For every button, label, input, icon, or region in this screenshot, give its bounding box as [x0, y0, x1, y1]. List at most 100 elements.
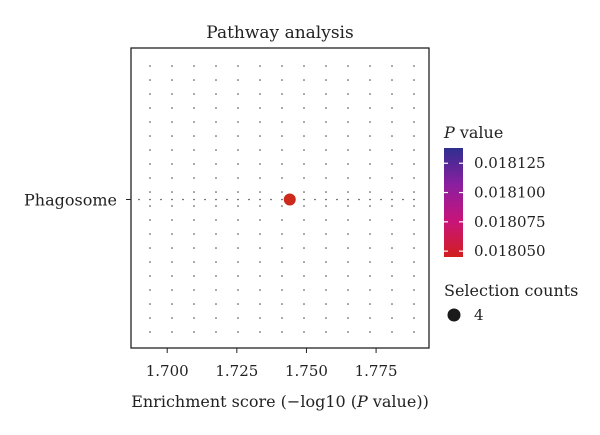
grid-dot: [193, 233, 195, 235]
grid-dot: [281, 177, 283, 179]
grid-dot: [259, 121, 261, 123]
grid-dot: [325, 205, 327, 207]
grid-dot: [149, 65, 151, 67]
grid-dot: [171, 331, 173, 333]
colorbar-tick-label: 0.018100: [474, 184, 546, 202]
grid-dot: [391, 233, 393, 235]
grid-dot: [237, 177, 239, 179]
grid-dot: [303, 149, 305, 151]
grid-dot: [281, 135, 283, 137]
grid-dot: [171, 107, 173, 109]
grid-dot: [369, 198, 371, 201]
grid-dot: [171, 233, 173, 235]
pvalue-legend-title: P value: [443, 123, 503, 142]
x-axis-label: Enrichment score (−log10 (P value)): [131, 392, 429, 411]
grid-dot: [149, 93, 151, 95]
grid-dot: [369, 79, 371, 81]
grid-dot: [171, 135, 173, 137]
grid-dot: [215, 205, 217, 207]
grid-dot: [237, 331, 239, 333]
grid-dot: [281, 93, 283, 95]
grid-dot: [325, 233, 327, 235]
grid-dot: [171, 303, 173, 305]
grid-dot: [237, 205, 239, 207]
grid-dot: [303, 247, 305, 249]
grid-dot: [226, 198, 228, 201]
grid-dot: [347, 303, 349, 305]
grid-dot: [281, 65, 283, 67]
size-legend-dot: [447, 308, 461, 322]
grid-dot: [413, 177, 415, 179]
grid-dot: [237, 317, 239, 319]
grid-dot: [325, 191, 327, 193]
grid-dot: [149, 149, 151, 151]
grid-dot: [149, 317, 151, 319]
grid-dot: [171, 121, 173, 123]
grid-dot: [391, 163, 393, 165]
grid-dot: [391, 149, 393, 151]
grid-dot: [215, 93, 217, 95]
grid-dot: [413, 219, 415, 221]
grid-dot: [281, 247, 283, 249]
grid-dot: [281, 198, 283, 201]
x-tick-label: 1.750: [285, 362, 328, 380]
grid-dot: [413, 289, 415, 291]
grid-dot: [325, 198, 327, 201]
data-points: [283, 193, 296, 206]
grid-dot: [336, 198, 338, 201]
grid-dot: [259, 303, 261, 305]
data-point: [283, 193, 296, 206]
grid-dot: [303, 275, 305, 277]
grid-dot: [369, 331, 371, 333]
grid-dot: [215, 261, 217, 263]
grid-dot: [259, 331, 261, 333]
grid-dot: [391, 65, 393, 67]
grid-dot: [325, 107, 327, 109]
grid-dot: [237, 233, 239, 235]
grid-dot: [369, 233, 371, 235]
grid-dot: [215, 331, 217, 333]
grid-dot: [149, 233, 151, 235]
grid-dot: [391, 219, 393, 221]
grid-dot: [259, 233, 261, 235]
grid-dot: [237, 261, 239, 263]
grid-dot: [182, 198, 184, 201]
grid-dot: [281, 303, 283, 305]
grid-dot: [325, 93, 327, 95]
grid-dot: [347, 107, 349, 109]
grid-dot: [259, 65, 261, 67]
grid-dot: [413, 135, 415, 137]
x-tick-label: 1.700: [146, 362, 189, 380]
grid-dot: [259, 205, 261, 207]
grid-dot: [303, 289, 305, 291]
grid-dot: [237, 121, 239, 123]
grid-dot: [413, 107, 415, 109]
grid-dot: [215, 191, 217, 193]
grid-dot: [193, 289, 195, 291]
grid-dot: [149, 289, 151, 291]
grid-dot: [413, 163, 415, 165]
grid-dot: [237, 247, 239, 249]
grid-dot: [347, 205, 349, 207]
grid-dots: [138, 65, 415, 333]
grid-dot: [347, 317, 349, 319]
size-legend-label: 4: [474, 306, 484, 324]
grid-dot: [237, 135, 239, 137]
grid-dot: [215, 247, 217, 249]
grid-dot: [215, 149, 217, 151]
grid-dot: [303, 163, 305, 165]
grid-dot: [171, 275, 173, 277]
grid-dot: [325, 65, 327, 67]
grid-dot: [391, 79, 393, 81]
grid-dot: [215, 289, 217, 291]
grid-dot: [325, 219, 327, 221]
grid-dot: [193, 79, 195, 81]
grid-dot: [193, 121, 195, 123]
grid-dot: [413, 65, 415, 67]
grid-dot: [369, 275, 371, 277]
grid-dot: [369, 93, 371, 95]
grid-dot: [347, 121, 349, 123]
grid-dot: [149, 107, 151, 109]
grid-dot: [193, 107, 195, 109]
grid-dot: [325, 135, 327, 137]
